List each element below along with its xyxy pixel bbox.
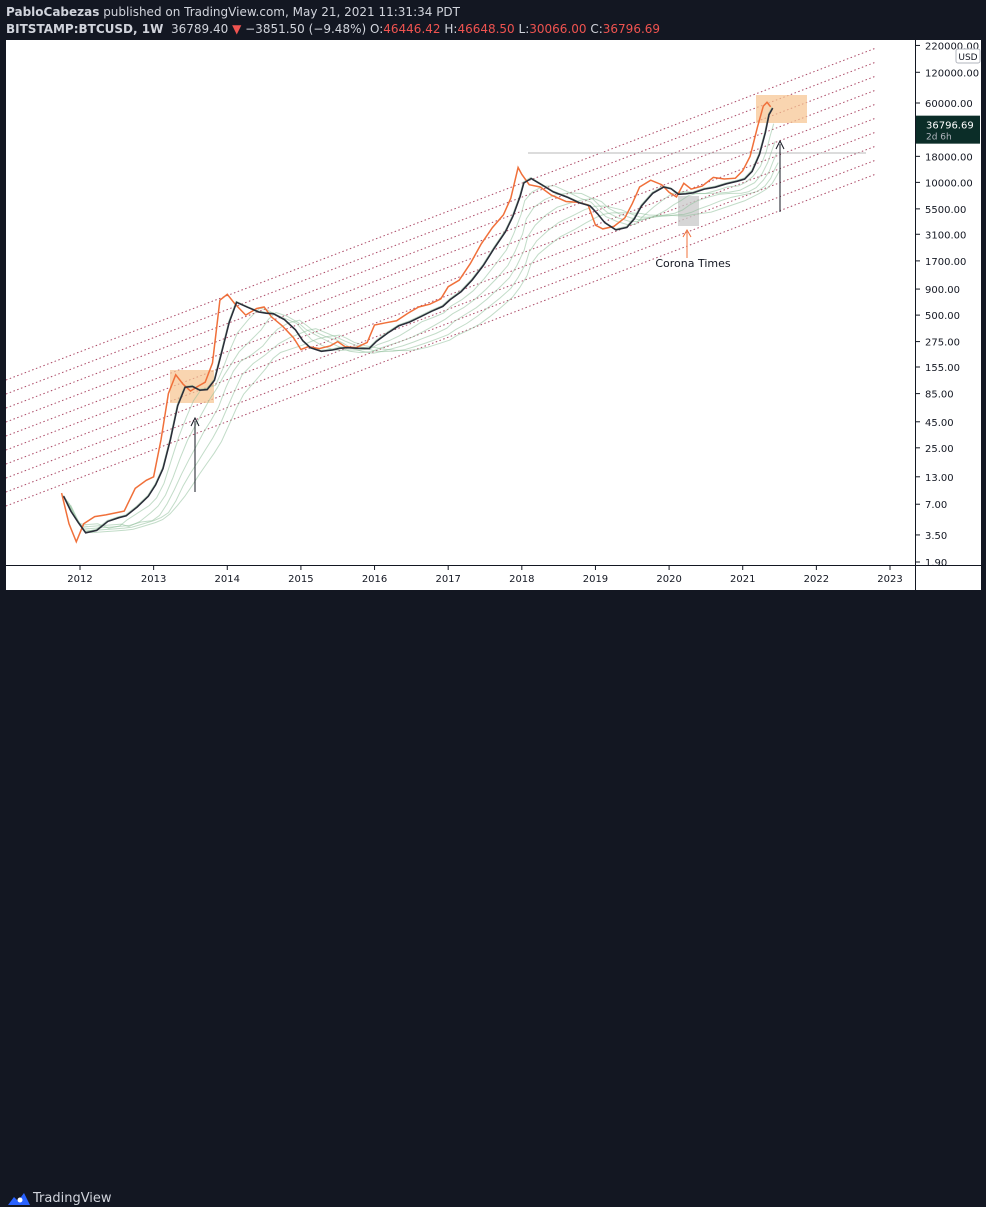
currency-box[interactable] bbox=[955, 48, 981, 64]
last-price: 36789.40 bbox=[170, 22, 229, 36]
y-tick-label: 900.00 bbox=[925, 285, 960, 296]
arrow-head-icon bbox=[190, 416, 200, 427]
axis-corner bbox=[915, 565, 981, 591]
highlight-box-2021 bbox=[756, 95, 807, 123]
y-tick-label: 10000.00 bbox=[925, 178, 973, 189]
y-tick-label: 1700.00 bbox=[925, 257, 966, 268]
x-tick-label: 2023 bbox=[877, 574, 902, 585]
ribbon-band-line bbox=[68, 162, 779, 532]
y-tick-label: 13.00 bbox=[925, 473, 954, 484]
x-tick-label: 2020 bbox=[656, 574, 681, 585]
x-tick-label: 2016 bbox=[362, 574, 387, 585]
price-line bbox=[60, 101, 772, 544]
publisher-name[interactable]: PabloCabezas bbox=[6, 5, 100, 19]
moving-average-line bbox=[62, 107, 774, 534]
price-axis[interactable]: 220000.00 120000.00 60000.00 18000.00 10000.… bbox=[915, 40, 981, 569]
footer: TradingView bbox=[0, 590, 986, 1206]
tradingview-brand[interactable]: TradingView bbox=[33, 1191, 112, 1206]
ribbon-band-line bbox=[62, 106, 773, 533]
y-tick-label: 60000.00 bbox=[925, 99, 973, 110]
chart-plot-area[interactable]: Corona Times bbox=[5, 40, 915, 565]
arrow-head-icon bbox=[682, 228, 692, 238]
x-tick-label: 2017 bbox=[435, 574, 460, 585]
y-tick-label: 85.00 bbox=[925, 390, 954, 401]
publish-info: PabloCabezas published on TradingView.co… bbox=[6, 5, 460, 19]
ribbon-band-line bbox=[65, 141, 776, 528]
time-axis-svg: 2012 2013 2014 2015 2016 2017 2018 2019 2020 2021… bbox=[67, 566, 903, 585]
currency-label: USD bbox=[958, 53, 977, 63]
symbol-legend: BITSTAMP:BTCUSD, 1W 36789.40 ▼ −3851.50 … bbox=[6, 22, 660, 36]
corona-box bbox=[678, 196, 699, 226]
channel-line bbox=[5, 145, 877, 479]
ribbon-band-line bbox=[70, 170, 781, 534]
x-tick-label: 2012 bbox=[67, 574, 92, 585]
arrow-head-icon bbox=[775, 139, 785, 150]
ribbon-band-line bbox=[64, 123, 775, 529]
x-tick-label: 2019 bbox=[583, 574, 608, 585]
low-value: 30066.00 bbox=[529, 22, 587, 36]
high-value: 46648.50 bbox=[457, 22, 515, 36]
down-arrow-icon: ▼ bbox=[232, 22, 242, 36]
x-tick-label: 2013 bbox=[141, 574, 166, 585]
x-tick-label: 2014 bbox=[215, 574, 240, 585]
x-tick-label: 2021 bbox=[730, 574, 755, 585]
corona-times-label: Corona Times bbox=[655, 257, 731, 270]
ma-ribbon bbox=[62, 106, 781, 534]
y-tick-label: 1.90 bbox=[925, 558, 947, 565]
price-badge bbox=[916, 115, 980, 144]
channel-line bbox=[5, 47, 877, 381]
tradingview-logo-icon bbox=[8, 1193, 30, 1205]
ribbon-band-line bbox=[67, 152, 778, 530]
y-tick-label: 5500.00 bbox=[925, 205, 966, 216]
y-tick-label: 45.00 bbox=[925, 418, 954, 429]
channel-line bbox=[5, 173, 877, 507]
chart-header: PabloCabezas published on TradingView.co… bbox=[0, 0, 986, 40]
channel-line bbox=[5, 89, 877, 423]
y-tick-label: 3.50 bbox=[925, 531, 947, 542]
publish-text: published on TradingView.com, May 21, 20… bbox=[99, 5, 460, 19]
close-label: C: bbox=[590, 22, 603, 36]
channel-line bbox=[5, 61, 877, 395]
high-label: H: bbox=[444, 22, 458, 36]
close-value: 36796.69 bbox=[602, 22, 661, 36]
channel-line bbox=[5, 103, 877, 437]
price-badge-value: 36796.69 bbox=[926, 121, 974, 132]
price-axis-svg: 220000.00 120000.00 60000.00 18000.00 10000.… bbox=[916, 41, 981, 569]
log-channel-lines bbox=[5, 47, 877, 507]
channel-line bbox=[5, 75, 877, 409]
x-tick-label: 2022 bbox=[804, 574, 829, 585]
y-tick-label: 500.00 bbox=[925, 311, 960, 322]
channel-line bbox=[5, 159, 877, 493]
channel-line bbox=[5, 117, 877, 451]
y-tick-label: 155.00 bbox=[925, 363, 960, 374]
open-value: 46446.42 bbox=[383, 22, 441, 36]
y-tick-label: 120000.00 bbox=[925, 68, 979, 79]
open-label: O: bbox=[369, 22, 384, 36]
y-tick-label: 18000.00 bbox=[925, 152, 973, 163]
chart-svg: Corona Times bbox=[5, 47, 877, 544]
y-tick-label: 7.00 bbox=[925, 500, 947, 511]
x-tick-label: 2018 bbox=[509, 574, 534, 585]
symbol-name[interactable]: BITSTAMP:BTCUSD, 1W bbox=[6, 22, 164, 36]
time-axis[interactable]: 2012 2013 2014 2015 2016 2017 2018 2019 2020 2021… bbox=[6, 565, 915, 591]
x-tick-label: 2015 bbox=[288, 574, 313, 585]
y-tick-label: 25.00 bbox=[925, 444, 954, 455]
price-change: −3851.50 (−9.48%) bbox=[245, 22, 367, 36]
low-label: L: bbox=[518, 22, 530, 36]
y-tick-label: 3100.00 bbox=[925, 230, 966, 241]
y-tick-label: 220000.00 bbox=[925, 41, 979, 52]
y-tick-label: 275.00 bbox=[925, 338, 960, 349]
price-badge-countdown: 2d 6h bbox=[926, 133, 952, 143]
